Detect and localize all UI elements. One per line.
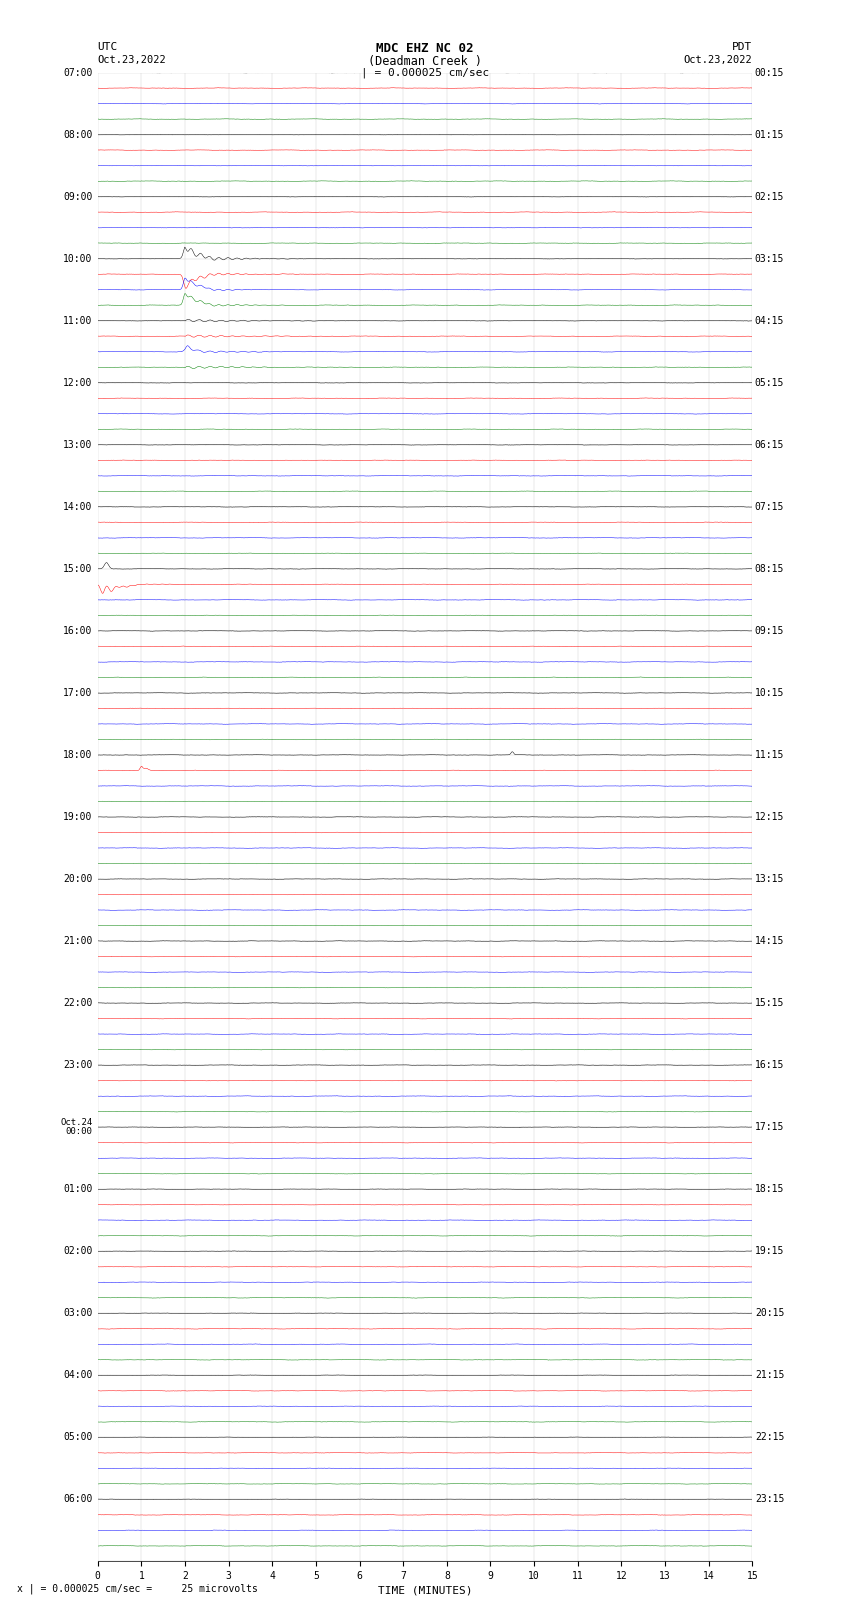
Text: 03:15: 03:15 (755, 253, 785, 263)
Text: 06:00: 06:00 (63, 1494, 93, 1505)
Text: 05:15: 05:15 (755, 377, 785, 387)
Text: 08:00: 08:00 (63, 129, 93, 140)
Text: 15:00: 15:00 (63, 565, 93, 574)
Text: 07:15: 07:15 (755, 502, 785, 511)
Text: Oct.24: Oct.24 (60, 1118, 93, 1127)
Text: 13:00: 13:00 (63, 440, 93, 450)
Text: 16:00: 16:00 (63, 626, 93, 636)
Text: 11:00: 11:00 (63, 316, 93, 326)
Text: 02:00: 02:00 (63, 1247, 93, 1257)
Text: 14:15: 14:15 (755, 936, 785, 947)
Text: Oct.23,2022: Oct.23,2022 (683, 55, 752, 65)
Text: 08:15: 08:15 (755, 565, 785, 574)
Text: 20:00: 20:00 (63, 874, 93, 884)
X-axis label: TIME (MINUTES): TIME (MINUTES) (377, 1586, 473, 1595)
Text: 06:15: 06:15 (755, 440, 785, 450)
Text: Oct.23,2022: Oct.23,2022 (98, 55, 167, 65)
Text: 19:15: 19:15 (755, 1247, 785, 1257)
Text: 17:15: 17:15 (755, 1123, 785, 1132)
Text: 05:00: 05:00 (63, 1432, 93, 1442)
Text: 01:00: 01:00 (63, 1184, 93, 1194)
Text: 23:15: 23:15 (755, 1494, 785, 1505)
Text: 01:15: 01:15 (755, 129, 785, 140)
Text: 22:15: 22:15 (755, 1432, 785, 1442)
Text: 10:00: 10:00 (63, 253, 93, 263)
Text: UTC: UTC (98, 42, 118, 52)
Text: 14:00: 14:00 (63, 502, 93, 511)
Text: 21:00: 21:00 (63, 936, 93, 947)
Text: 12:00: 12:00 (63, 377, 93, 387)
Text: (Deadman Creek ): (Deadman Creek ) (368, 55, 482, 68)
Text: 23:00: 23:00 (63, 1060, 93, 1069)
Text: 21:15: 21:15 (755, 1371, 785, 1381)
Text: 07:00: 07:00 (63, 68, 93, 77)
Text: 16:15: 16:15 (755, 1060, 785, 1069)
Text: 11:15: 11:15 (755, 750, 785, 760)
Text: 12:15: 12:15 (755, 811, 785, 823)
Text: 09:00: 09:00 (63, 192, 93, 202)
Text: 03:00: 03:00 (63, 1308, 93, 1318)
Text: 22:00: 22:00 (63, 998, 93, 1008)
Text: 18:00: 18:00 (63, 750, 93, 760)
Text: 20:15: 20:15 (755, 1308, 785, 1318)
Text: PDT: PDT (732, 42, 752, 52)
Text: 00:00: 00:00 (65, 1127, 93, 1136)
Text: 15:15: 15:15 (755, 998, 785, 1008)
Text: 17:00: 17:00 (63, 687, 93, 698)
Text: 18:15: 18:15 (755, 1184, 785, 1194)
Text: x | = 0.000025 cm/sec =     25 microvolts: x | = 0.000025 cm/sec = 25 microvolts (17, 1582, 258, 1594)
Text: 10:15: 10:15 (755, 687, 785, 698)
Text: | = 0.000025 cm/sec: | = 0.000025 cm/sec (361, 68, 489, 79)
Text: 19:00: 19:00 (63, 811, 93, 823)
Text: 02:15: 02:15 (755, 192, 785, 202)
Text: 04:00: 04:00 (63, 1371, 93, 1381)
Text: MDC EHZ NC 02: MDC EHZ NC 02 (377, 42, 473, 55)
Text: 09:15: 09:15 (755, 626, 785, 636)
Text: 04:15: 04:15 (755, 316, 785, 326)
Text: 13:15: 13:15 (755, 874, 785, 884)
Text: 00:15: 00:15 (755, 68, 785, 77)
